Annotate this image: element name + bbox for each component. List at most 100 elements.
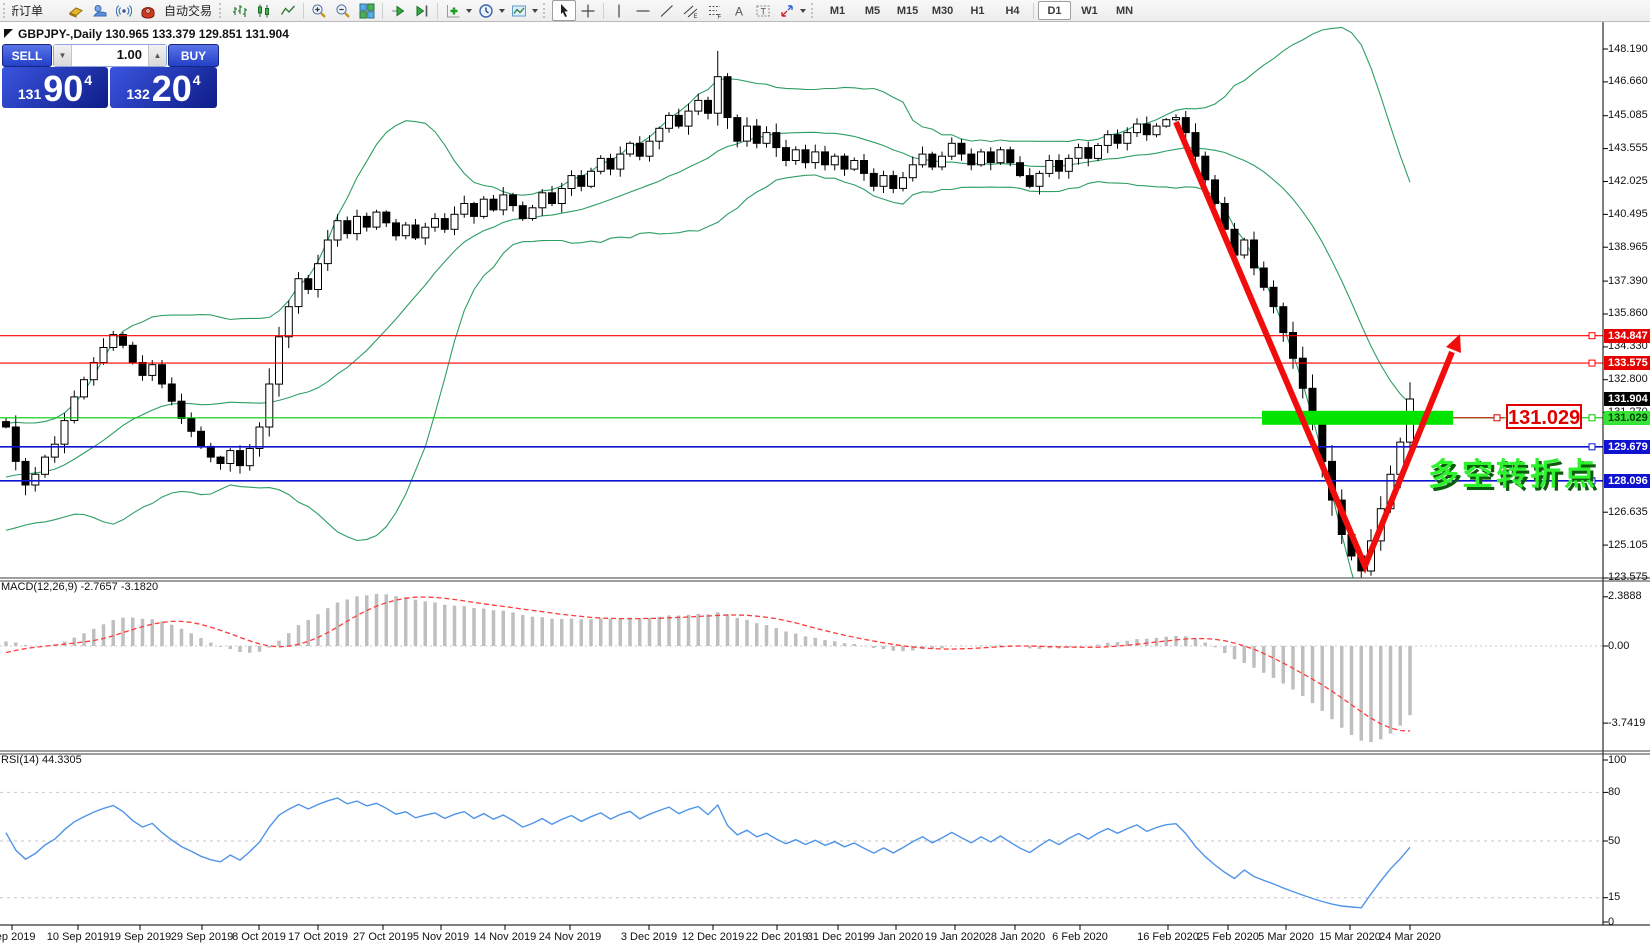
date-tick-label: 28 Jan 2020 xyxy=(984,931,1046,943)
text-label-tool-icon[interactable]: T xyxy=(751,0,775,21)
green-zone-rectangle[interactable] xyxy=(1262,410,1453,425)
timeframe-button-M5[interactable]: M5 xyxy=(864,4,881,17)
line-chart-icon[interactable] xyxy=(276,0,300,21)
candle-body xyxy=(50,443,59,458)
vertical-line-tool-icon[interactable] xyxy=(607,0,631,21)
date-tick-label: 24 Nov 2019 xyxy=(538,931,602,943)
price-annotation-box[interactable]: 131.029 xyxy=(1506,404,1582,429)
candle-body xyxy=(977,151,985,166)
candle-body xyxy=(314,263,322,291)
timeframe-button-M1[interactable]: M1 xyxy=(829,4,846,17)
volume-decrease-button[interactable]: ▼ xyxy=(54,45,72,66)
candle-body xyxy=(518,205,527,220)
auto-scroll-icon[interactable] xyxy=(386,0,410,21)
line-handle[interactable] xyxy=(1588,477,1596,485)
new-order-button[interactable]: 新订单 xyxy=(12,4,44,18)
rsi-tick-label: 15 xyxy=(1608,891,1621,903)
date-tick-label: 5 Nov 2019 xyxy=(412,931,470,943)
timeframe-button-H1[interactable]: H1 xyxy=(970,4,985,17)
candle-body xyxy=(21,460,30,486)
tag-handle[interactable] xyxy=(1493,414,1501,422)
candle-body xyxy=(694,99,703,112)
zoom-out-icon[interactable] xyxy=(331,0,355,21)
indicators-icon[interactable] xyxy=(441,0,465,21)
autotrade-button[interactable]: 自动交易 xyxy=(164,4,213,18)
candle-body xyxy=(421,226,430,239)
candle-body xyxy=(869,172,878,187)
candle-body xyxy=(401,224,410,237)
templates-icon[interactable] xyxy=(507,0,531,21)
toolbar-grip[interactable] xyxy=(811,3,817,18)
volume-increase-button[interactable]: ▲ xyxy=(148,45,166,66)
signal-icon[interactable] xyxy=(112,0,136,21)
bar-chart-icon[interactable] xyxy=(228,0,252,21)
indicators-dropdown-caret[interactable] xyxy=(466,8,473,13)
candle-body xyxy=(1201,155,1210,181)
date-tick-label: 6 Feb 2020 xyxy=(1052,931,1108,943)
arrows-dropdown-caret[interactable] xyxy=(800,8,807,13)
sell-price-small: 131 xyxy=(17,86,42,102)
buy-button[interactable]: BUY xyxy=(168,44,219,67)
volume-box: ▼ 1.00 ▲ xyxy=(53,44,167,67)
line-handle[interactable] xyxy=(1588,359,1596,367)
tile-windows-icon[interactable] xyxy=(355,0,379,21)
trend-arrow[interactable] xyxy=(1173,120,1455,574)
chart-shift-icon[interactable] xyxy=(410,0,434,21)
toolbar-grip[interactable] xyxy=(543,3,549,18)
text-tool-icon[interactable]: A xyxy=(727,0,751,21)
sell-price-panel[interactable]: 131 90 4 xyxy=(2,67,108,108)
crosshair-tool-icon[interactable] xyxy=(576,0,600,21)
cursor-tool-icon[interactable] xyxy=(552,0,577,21)
autotrade-icon[interactable] xyxy=(136,0,160,21)
price-tick-label: 126.635 xyxy=(1608,506,1648,518)
svg-text:A: A xyxy=(735,4,743,18)
sell-button[interactable]: SELL xyxy=(2,44,52,67)
timeframe-button-M30[interactable]: M30 xyxy=(931,4,954,17)
toolbar-grip[interactable] xyxy=(3,3,9,18)
volume-input[interactable]: 1.00 xyxy=(116,47,142,62)
candlestick-chart-icon[interactable] xyxy=(252,0,276,21)
candle-body xyxy=(167,383,176,402)
timeframe-button-D1[interactable]: D1 xyxy=(1038,1,1072,20)
line-handle[interactable] xyxy=(1588,332,1596,340)
channel-tool-icon[interactable]: E xyxy=(679,0,703,21)
new-order-icon[interactable] xyxy=(64,0,88,21)
candle-body xyxy=(333,220,342,241)
toolbar-grip[interactable] xyxy=(219,3,225,18)
candle-body xyxy=(509,194,517,207)
timeframe-button-M15[interactable]: M15 xyxy=(896,4,919,17)
candle-body xyxy=(138,362,147,376)
turning-point-text[interactable]: 多空转折点 xyxy=(1428,457,1598,492)
timeframe-button-MN[interactable]: MN xyxy=(1115,4,1134,17)
svg-text:F: F xyxy=(718,14,722,19)
candle-body xyxy=(986,151,995,164)
candle-body xyxy=(236,450,244,467)
date-tick-label: 5 Mar 2020 xyxy=(1258,931,1314,943)
buy-price-panel[interactable]: 132 20 4 xyxy=(110,67,217,108)
symbol-arrow-icon xyxy=(4,29,13,38)
market-watch-icon[interactable] xyxy=(88,0,112,21)
candle-body xyxy=(1025,175,1034,187)
timeframe-button-W1[interactable]: W1 xyxy=(1081,4,1098,17)
candle-body xyxy=(1103,134,1112,146)
candle-body xyxy=(245,448,254,467)
trendline-tool-icon[interactable] xyxy=(655,0,679,21)
candle-body xyxy=(762,132,771,144)
periods-clock-icon[interactable] xyxy=(474,0,498,21)
date-tick-label: 15 Mar 2020 xyxy=(1319,931,1381,943)
periods-dropdown-caret[interactable] xyxy=(499,8,506,13)
horizontal-line-tool-icon[interactable] xyxy=(631,0,655,21)
timeframe-button-H4[interactable]: H4 xyxy=(1005,4,1020,17)
arrows-tool-icon[interactable] xyxy=(775,0,799,21)
price-tick-label: 123.575 xyxy=(1608,571,1648,583)
svg-text:E: E xyxy=(694,14,698,19)
zoom-in-icon[interactable] xyxy=(307,0,331,21)
fibonacci-tool-icon[interactable]: F xyxy=(703,0,727,21)
candle-body xyxy=(187,417,196,432)
price-level-tag-red: 134.847 xyxy=(1604,329,1650,343)
line-handle[interactable] xyxy=(1588,443,1596,451)
candle-body xyxy=(713,76,722,114)
templates-dropdown-caret[interactable] xyxy=(532,8,539,13)
line-handle[interactable] xyxy=(1588,414,1596,422)
